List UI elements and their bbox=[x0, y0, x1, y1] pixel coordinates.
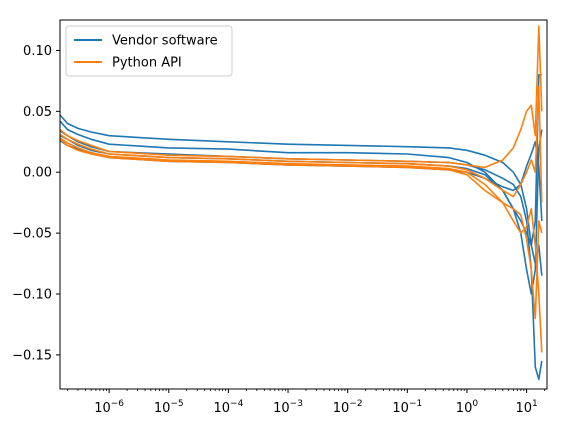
series-layer bbox=[59, 25, 543, 381]
legend-label-1: Vendor software bbox=[112, 34, 218, 49]
series-line-1 bbox=[59, 74, 542, 247]
x-axis: 10−6 10−5 10−4 10−3 10−2 10−1 100 101 bbox=[67, 389, 545, 416]
x-tick-label-6: 10−1 bbox=[392, 399, 422, 416]
y-tick-label-1: 0.10 bbox=[23, 44, 52, 59]
x-tick-label-2: 10−5 bbox=[154, 399, 184, 416]
plot-area bbox=[60, 20, 547, 389]
x-tick-label-8: 101 bbox=[515, 399, 537, 416]
x-tick-label-4: 10−3 bbox=[273, 399, 303, 416]
x-tick-label-1: 10−6 bbox=[94, 399, 124, 416]
series-line-2 bbox=[59, 120, 543, 295]
y-tick-label-2: 0.05 bbox=[23, 105, 52, 120]
series-line-9 bbox=[59, 138, 543, 320]
series-line-6 bbox=[59, 25, 543, 169]
axes-frame bbox=[59, 19, 548, 390]
series-line-8 bbox=[59, 137, 543, 353]
x-tick-label-3: 10−4 bbox=[213, 399, 243, 416]
series-line-7 bbox=[59, 86, 543, 203]
y-tick-label-3: 0.00 bbox=[23, 166, 52, 181]
y-tick-label-6: −0.15 bbox=[12, 348, 52, 363]
legend-box bbox=[65, 25, 233, 77]
legend-label-2: Python API bbox=[112, 56, 182, 71]
y-tick-label-5: −0.10 bbox=[12, 288, 52, 303]
y-tick-label-4: −0.05 bbox=[12, 227, 52, 242]
legend: Vendor software Python API bbox=[65, 25, 233, 77]
y-axis: 0.10 0.05 0.00 −0.05 −0.10 −0.15 bbox=[12, 44, 60, 363]
x-tick-label-7: 100 bbox=[456, 399, 479, 416]
x-tick-label-5: 10−2 bbox=[333, 399, 363, 416]
